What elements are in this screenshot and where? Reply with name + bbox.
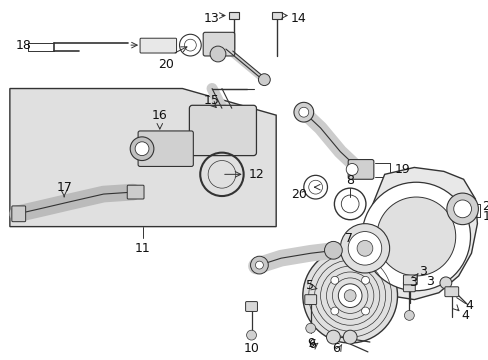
Circle shape [184,39,196,51]
Text: 2: 2 [481,201,488,213]
Circle shape [208,161,235,188]
FancyBboxPatch shape [127,185,144,199]
Polygon shape [10,89,276,227]
Text: 19: 19 [394,163,409,176]
Text: 6: 6 [307,338,315,351]
Text: 8: 8 [346,174,353,187]
Circle shape [302,248,397,343]
Circle shape [308,180,322,194]
Circle shape [179,34,201,56]
Circle shape [330,276,338,284]
Circle shape [255,261,263,269]
FancyBboxPatch shape [189,105,256,156]
Circle shape [340,224,389,273]
Circle shape [356,240,372,256]
Text: 4: 4 [461,309,468,322]
Text: 3: 3 [425,275,433,288]
Circle shape [343,330,356,344]
FancyBboxPatch shape [304,295,316,305]
Circle shape [404,310,413,320]
FancyBboxPatch shape [403,275,416,285]
Circle shape [346,163,357,175]
Circle shape [293,102,313,122]
Text: 13: 13 [203,12,219,25]
Circle shape [250,256,268,274]
FancyBboxPatch shape [272,12,282,19]
Text: 4: 4 [465,299,472,312]
Circle shape [298,107,308,117]
Text: 16: 16 [152,109,167,122]
Text: 7: 7 [345,232,352,245]
FancyBboxPatch shape [347,159,373,179]
Circle shape [303,175,327,199]
FancyBboxPatch shape [228,12,238,19]
Circle shape [326,330,340,344]
Text: 3: 3 [418,265,426,278]
FancyBboxPatch shape [245,302,257,311]
FancyBboxPatch shape [12,206,25,222]
Circle shape [305,323,315,333]
Circle shape [338,284,361,307]
Text: 9: 9 [306,337,314,350]
Circle shape [347,231,381,265]
Circle shape [439,277,451,289]
Circle shape [453,200,470,218]
Circle shape [246,330,256,340]
Text: 5: 5 [305,279,313,292]
Circle shape [361,182,469,291]
Circle shape [361,276,369,284]
Text: 20: 20 [158,58,173,71]
Circle shape [210,46,225,62]
Circle shape [135,142,149,156]
Polygon shape [362,167,476,300]
Circle shape [330,307,338,315]
Circle shape [258,74,270,86]
FancyBboxPatch shape [203,32,234,56]
Circle shape [361,307,369,315]
FancyBboxPatch shape [444,287,458,297]
Text: 11: 11 [135,242,151,255]
Text: 12: 12 [248,168,264,181]
Text: 1: 1 [481,210,488,223]
Circle shape [446,193,477,225]
Text: 20: 20 [290,188,306,201]
FancyBboxPatch shape [140,38,176,53]
FancyBboxPatch shape [403,282,414,292]
Circle shape [324,242,342,259]
Text: 3: 3 [408,276,416,289]
Text: 18: 18 [16,39,32,51]
Circle shape [376,197,455,276]
Text: 6: 6 [332,342,340,355]
Text: 10: 10 [243,342,259,355]
Circle shape [344,290,355,302]
Text: 15: 15 [203,94,220,107]
Text: 17: 17 [56,181,72,194]
FancyBboxPatch shape [138,131,193,166]
Text: 14: 14 [290,12,306,25]
Circle shape [130,137,154,161]
